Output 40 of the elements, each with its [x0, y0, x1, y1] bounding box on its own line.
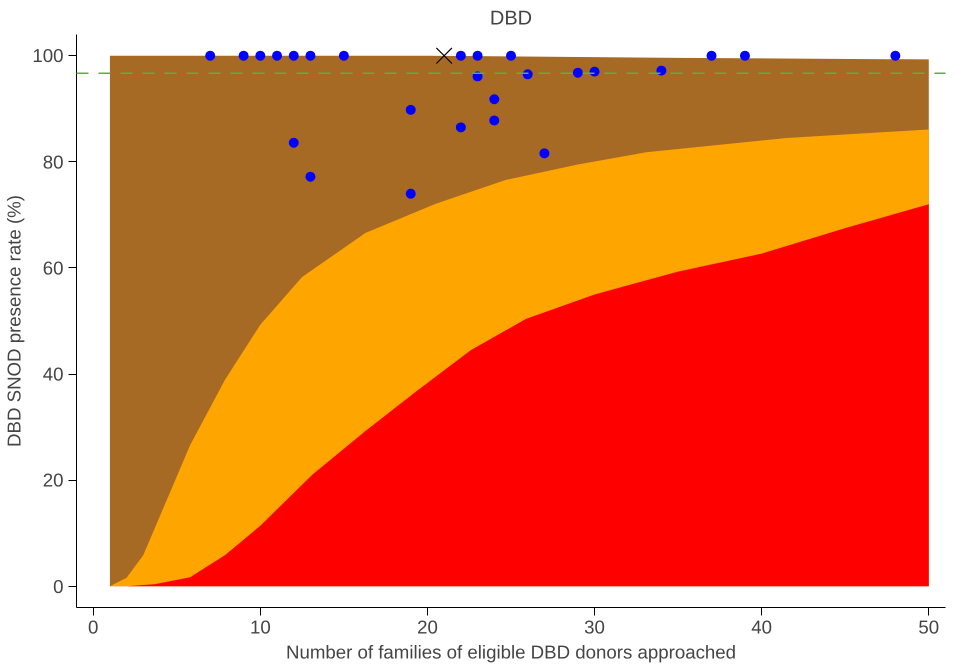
point [489, 115, 500, 126]
point [272, 50, 282, 61]
x-tick-label: 40 [751, 616, 772, 638]
point [288, 138, 299, 148]
point [590, 66, 600, 77]
point [456, 50, 466, 61]
point [406, 104, 416, 115]
point [472, 50, 483, 61]
y-tick-label: 0 [53, 576, 64, 597]
point [288, 50, 299, 61]
point [456, 122, 466, 132]
x-tick-label: 50 [918, 616, 940, 638]
point [338, 50, 349, 61]
y-tick-label: 40 [42, 364, 64, 385]
point [406, 188, 416, 199]
point [890, 50, 900, 61]
point [305, 50, 316, 61]
point [706, 50, 717, 61]
point [436, 47, 453, 64]
chart-title: DBD [490, 8, 532, 30]
y-tick-label: 60 [42, 257, 64, 278]
x-axis-title: Number of families of eligible DBD donors approached [286, 642, 736, 662]
x-tick-label: 0 [88, 616, 98, 638]
point [205, 50, 216, 61]
point [740, 50, 750, 61]
y-tick-label: 80 [42, 151, 64, 172]
point [255, 50, 266, 61]
point [238, 50, 249, 61]
x-tick-label: 20 [417, 616, 438, 638]
y-axis-title: DBD SNOD presence rate (%) [3, 195, 24, 447]
point [506, 50, 516, 61]
point [572, 68, 583, 78]
x-tick-label: 10 [250, 616, 271, 638]
point [305, 172, 316, 182]
point [539, 148, 550, 158]
x-tick-label: 30 [584, 616, 605, 638]
point [656, 66, 666, 76]
y-tick-label: 20 [42, 470, 64, 491]
point [489, 94, 500, 104]
y-tick-label: 100 [32, 45, 64, 66]
